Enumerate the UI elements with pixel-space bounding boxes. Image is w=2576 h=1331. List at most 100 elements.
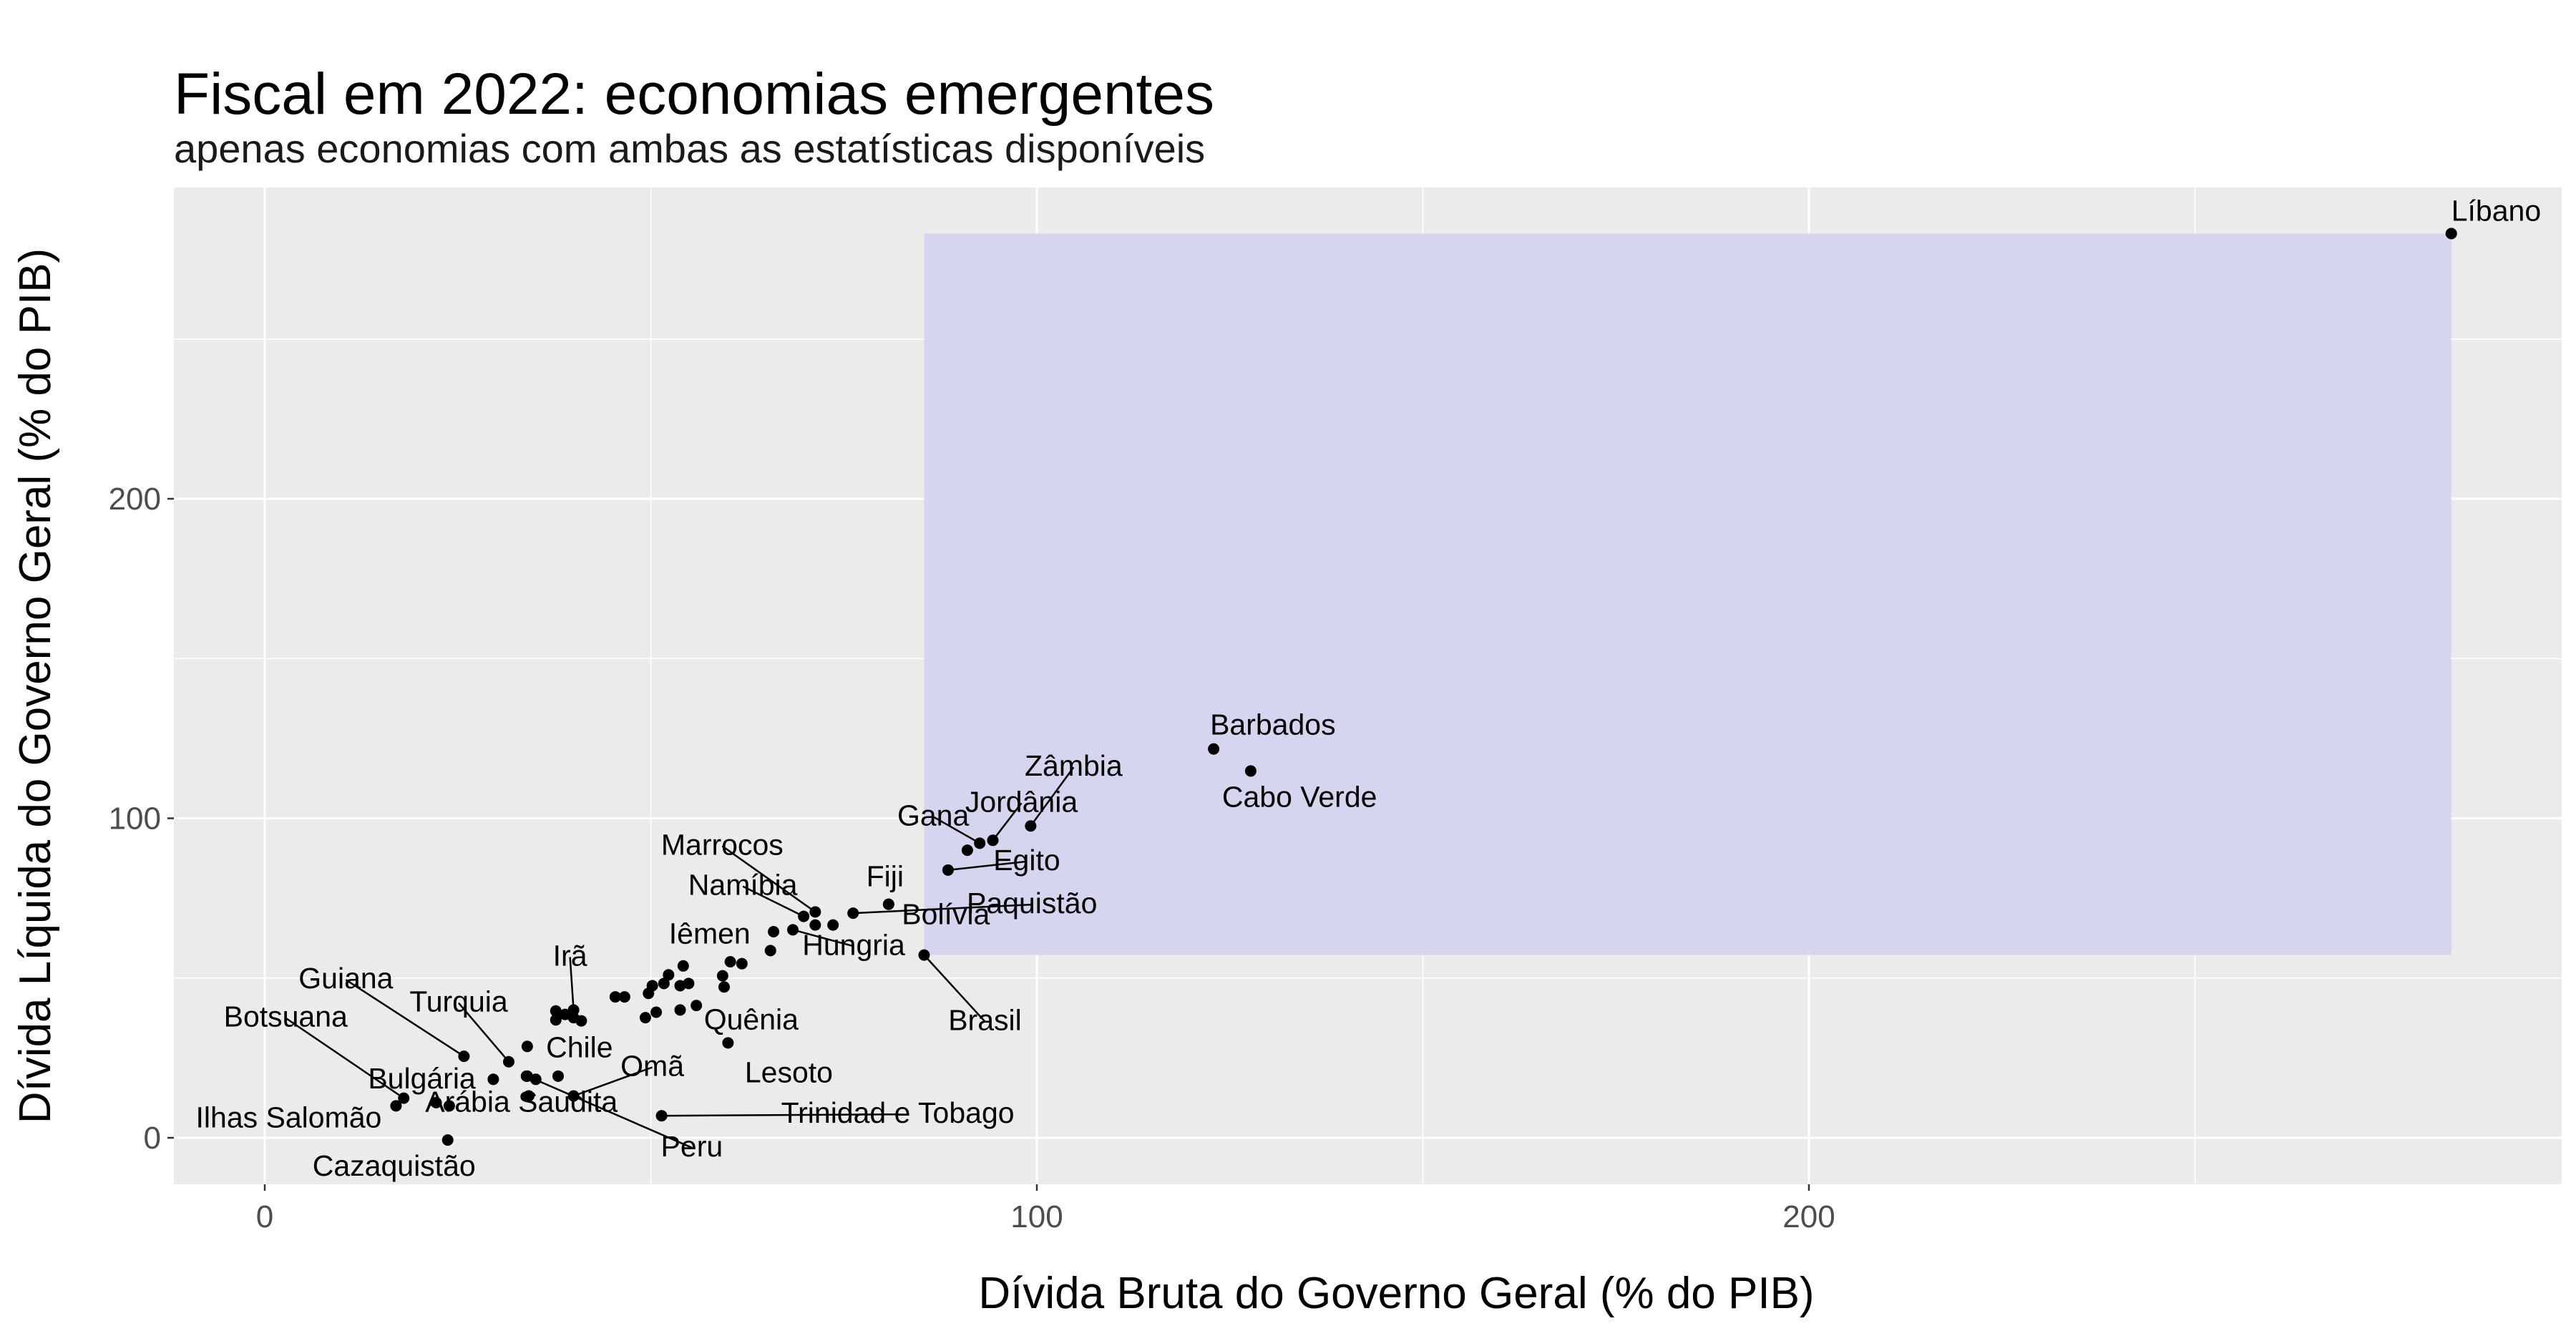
label-leader-line (932, 816, 980, 844)
data-point (974, 837, 986, 849)
point-label: Paquistão (967, 887, 1097, 920)
label-leader-line (742, 885, 804, 917)
data-point (658, 977, 670, 990)
y-tick-label: 100 (109, 801, 161, 837)
data-point (722, 1037, 734, 1049)
point-label: Barbados (1210, 708, 1336, 741)
point-label: Gana (897, 799, 969, 832)
point-label: Egito (993, 844, 1060, 877)
label-leader-line (947, 860, 1028, 872)
label-leader-line (992, 802, 1023, 842)
point-label: Chile (546, 1030, 613, 1063)
data-point (550, 1005, 562, 1017)
point-label: Líbano (2451, 194, 2541, 227)
label-leader-line (569, 957, 575, 1010)
y-tick-label: 0 (144, 1121, 161, 1156)
data-point (487, 1073, 499, 1086)
point-label: Guiana (298, 962, 393, 995)
point-label: Zâmbia (1025, 749, 1123, 782)
label-leader-line (1030, 766, 1075, 827)
point-label: Cabo Verde (1222, 780, 1377, 813)
chart-subtitle: apenas economias com ambas as estatístic… (174, 126, 1206, 171)
point-label: Ilhas Salomão (196, 1101, 382, 1133)
data-point (768, 926, 780, 938)
data-point (567, 1090, 580, 1102)
label-leader-line (458, 1002, 509, 1063)
data-point (724, 955, 736, 967)
label-leader-line (792, 929, 854, 947)
data-point (961, 844, 973, 857)
point-label: Quênia (704, 1003, 799, 1036)
point-label: Jordânia (965, 785, 1078, 818)
data-point (441, 1134, 454, 1146)
data-point (502, 1055, 514, 1068)
data-point (827, 919, 839, 931)
highlight-region (924, 233, 2451, 955)
y-axis-title: Dívida Líquida do Governo Geral (% do PI… (11, 248, 60, 1123)
label-leader-line (527, 1075, 693, 1149)
data-point (443, 1100, 455, 1112)
data-point (521, 1070, 533, 1082)
point-label: Peru (661, 1130, 723, 1163)
x-tick-label: 0 (256, 1199, 273, 1234)
data-point (1208, 743, 1220, 755)
point-label: Omã (620, 1050, 684, 1083)
point-label: Botsuana (224, 1000, 348, 1033)
point-label: Lesoto (745, 1055, 833, 1088)
data-point (918, 949, 930, 961)
point-label: Turquia (409, 985, 508, 1018)
chart-title: Fiscal em 2022: economias emergentes (174, 62, 1214, 127)
data-point (523, 1090, 535, 1102)
data-point (683, 977, 695, 990)
label-leader-line (661, 1113, 898, 1117)
data-point (1244, 765, 1257, 777)
data-point (764, 945, 776, 957)
data-point (552, 1070, 565, 1082)
label-leader-line (345, 979, 465, 1058)
point-label: Fiji (867, 860, 904, 893)
data-point (716, 970, 728, 982)
point-label: Hungria (802, 928, 905, 961)
point-label: Namíbia (688, 869, 798, 902)
y-tick-label: 200 (109, 482, 161, 517)
data-point (798, 910, 810, 922)
x-axis-title: Dívida Bruta do Governo Geral (% do PIB) (978, 1269, 1814, 1318)
label-leader-line (853, 903, 1033, 915)
data-point (639, 1012, 651, 1024)
data-point (787, 924, 799, 936)
data-point (674, 1004, 686, 1016)
data-point (677, 960, 689, 972)
data-point (736, 957, 748, 970)
data-point (942, 864, 954, 876)
data-point (987, 834, 999, 847)
point-label: Arábia Saudita (425, 1085, 618, 1118)
data-point (655, 1110, 668, 1122)
label-leader-line (721, 845, 816, 913)
data-point (847, 907, 859, 920)
label-leader-line (573, 1066, 653, 1097)
data-point (398, 1092, 410, 1104)
data-point (390, 1100, 402, 1112)
data-point (809, 906, 821, 918)
data-point (650, 1006, 663, 1018)
point-label: Cazaquistão (313, 1149, 476, 1182)
data-point (458, 1050, 470, 1063)
x-tick-label: 200 (1782, 1199, 1835, 1234)
point-label: Iêmen (669, 917, 751, 950)
x-tick-label: 100 (1010, 1199, 1063, 1234)
data-point (521, 1040, 533, 1053)
point-label: Irã (553, 939, 587, 972)
label-leader-line (285, 1017, 404, 1099)
point-label: Marrocos (661, 828, 784, 861)
data-point (663, 969, 675, 981)
point-label: Trinidad e Tobago (781, 1096, 1015, 1129)
point-label: Brasil (948, 1004, 1022, 1037)
data-point (430, 1096, 442, 1108)
data-point (575, 1015, 587, 1027)
data-point (882, 898, 894, 910)
data-point (2445, 228, 2457, 240)
data-point (550, 1014, 562, 1026)
data-point (691, 1000, 703, 1012)
data-point (609, 991, 621, 1003)
data-point (1025, 820, 1037, 832)
